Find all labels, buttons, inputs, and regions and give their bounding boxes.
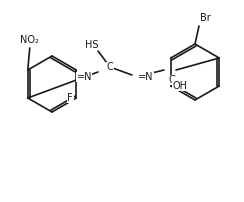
- Text: =N: =N: [138, 72, 153, 82]
- Text: =N: =N: [77, 72, 92, 82]
- Text: HS: HS: [85, 40, 99, 50]
- Text: F: F: [67, 93, 73, 103]
- Text: Br: Br: [200, 13, 210, 23]
- Text: NO₂: NO₂: [20, 35, 39, 45]
- Text: C: C: [107, 62, 113, 72]
- Text: C: C: [169, 75, 175, 85]
- Text: OH: OH: [173, 81, 187, 91]
